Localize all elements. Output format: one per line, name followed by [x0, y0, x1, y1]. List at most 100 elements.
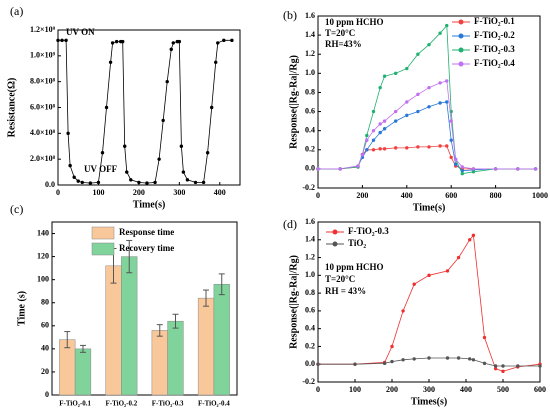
y-tick-label: 6.0×10⁸ — [30, 102, 56, 111]
y-tick-label: 0.4 — [305, 125, 315, 134]
legend-marker — [332, 229, 338, 235]
data-point — [449, 155, 453, 160]
y-tick-label: 0.2 — [305, 145, 315, 154]
data-point — [371, 109, 376, 114]
x-tick-label: F-TiO₂-0.3 — [152, 400, 184, 408]
plot-frame — [51, 221, 238, 396]
y-tick-label: 1.0 — [305, 270, 315, 279]
y-tick-label: 1.0 — [305, 68, 315, 77]
annotation: T=20°C — [325, 274, 355, 284]
data-point — [416, 109, 420, 114]
data-point — [371, 148, 376, 152]
data-point — [416, 52, 420, 56]
y-tick-label: 0.0 — [305, 164, 315, 173]
data-point — [471, 167, 476, 171]
x-tick-label: 100 — [92, 188, 104, 197]
data-point — [471, 358, 476, 362]
data-point — [222, 38, 226, 43]
data-point — [416, 145, 420, 149]
data-point — [405, 146, 409, 150]
legend-label: F-TiO₂-0.1 — [474, 16, 515, 26]
data-point — [230, 38, 234, 43]
data-point — [501, 369, 505, 374]
data-point — [533, 167, 538, 171]
data-point — [80, 180, 84, 185]
x-axis-label: Time(s) — [133, 199, 166, 210]
y-tick-label: 60 — [41, 321, 49, 330]
data-point — [316, 167, 320, 171]
y-tick-label: 100 — [37, 274, 49, 283]
bar — [105, 265, 122, 396]
data-point — [88, 181, 93, 185]
data-point — [427, 105, 431, 109]
y-tick-label: 4.0×10⁸ — [30, 128, 56, 137]
data-point — [516, 167, 520, 171]
series-line — [318, 145, 536, 170]
y-axis-label: Response(|Rg-Ra|/Rg) — [288, 255, 299, 349]
data-point — [493, 364, 498, 368]
data-point — [378, 122, 382, 126]
y-tick-label: 40 — [41, 344, 49, 353]
data-point — [382, 127, 387, 131]
annotation: UV ON — [66, 27, 95, 37]
legend-marker — [332, 241, 338, 247]
data-point — [214, 60, 218, 64]
data-point — [427, 42, 431, 47]
y-tick-label: 1.0×10⁹ — [30, 51, 56, 60]
x-axis-label: Time(s) — [413, 202, 446, 213]
x-tick-label: 200 — [386, 385, 398, 394]
x-tick-label: 800 — [490, 191, 502, 200]
y-tick-label: 0.6 — [305, 306, 315, 315]
y-tick-label: 0.4 — [305, 323, 315, 332]
y-tick-label: 1.6 — [305, 11, 315, 20]
data-point — [427, 85, 431, 90]
data-point — [338, 167, 342, 171]
x-tick-label: 400 — [460, 385, 472, 394]
y-tick-label: 1.4 — [305, 235, 315, 244]
data-point — [482, 335, 487, 340]
data-point — [209, 105, 214, 110]
data-point — [216, 41, 220, 45]
x-tick-label: 300 — [173, 188, 185, 197]
legend-label: F-TiO₂-0.3 — [348, 226, 389, 236]
data-point — [185, 178, 190, 182]
data-point — [114, 39, 119, 44]
data-point — [76, 179, 80, 183]
y-axis-label: Resistance(Ω) — [6, 78, 17, 138]
x-tick-label: 200 — [356, 191, 368, 200]
data-point — [382, 74, 387, 78]
data-point — [96, 180, 101, 185]
data-point — [468, 238, 472, 242]
y-tick-label: 8.0×10⁸ — [30, 76, 56, 85]
data-point — [371, 138, 376, 142]
plot-frame — [317, 15, 541, 189]
data-point — [104, 105, 109, 110]
legend-marker — [458, 19, 464, 25]
data-point — [137, 180, 141, 185]
data-point — [456, 356, 461, 360]
legend-marker — [458, 47, 464, 53]
data-point — [471, 170, 476, 174]
x-tick-label: F-TiO₂-0.2 — [106, 400, 138, 408]
data-point — [460, 165, 464, 169]
annotation: 10 ppm HCHO — [325, 17, 384, 27]
bar — [151, 330, 168, 396]
data-point — [60, 38, 64, 43]
data-point — [177, 39, 182, 44]
y-tick-label: 1.2 — [305, 49, 315, 58]
data-point — [427, 145, 431, 149]
data-point — [453, 162, 458, 166]
series-line — [318, 357, 540, 367]
data-point — [394, 71, 398, 76]
x-tick-label: F-TiO₂-0.1 — [59, 400, 91, 408]
y-tick-label: 0.8 — [305, 87, 315, 96]
data-point — [100, 151, 105, 155]
annotation: 10 ppm HCHO — [325, 262, 384, 272]
series-line — [318, 234, 541, 372]
data-point — [390, 344, 394, 349]
x-axis-label: Times(s) — [411, 396, 447, 407]
x-tick-label: 500 — [497, 385, 509, 394]
y-tick-label: 1.2×10⁹ — [30, 25, 56, 34]
x-tick-label: 400 — [401, 191, 413, 200]
